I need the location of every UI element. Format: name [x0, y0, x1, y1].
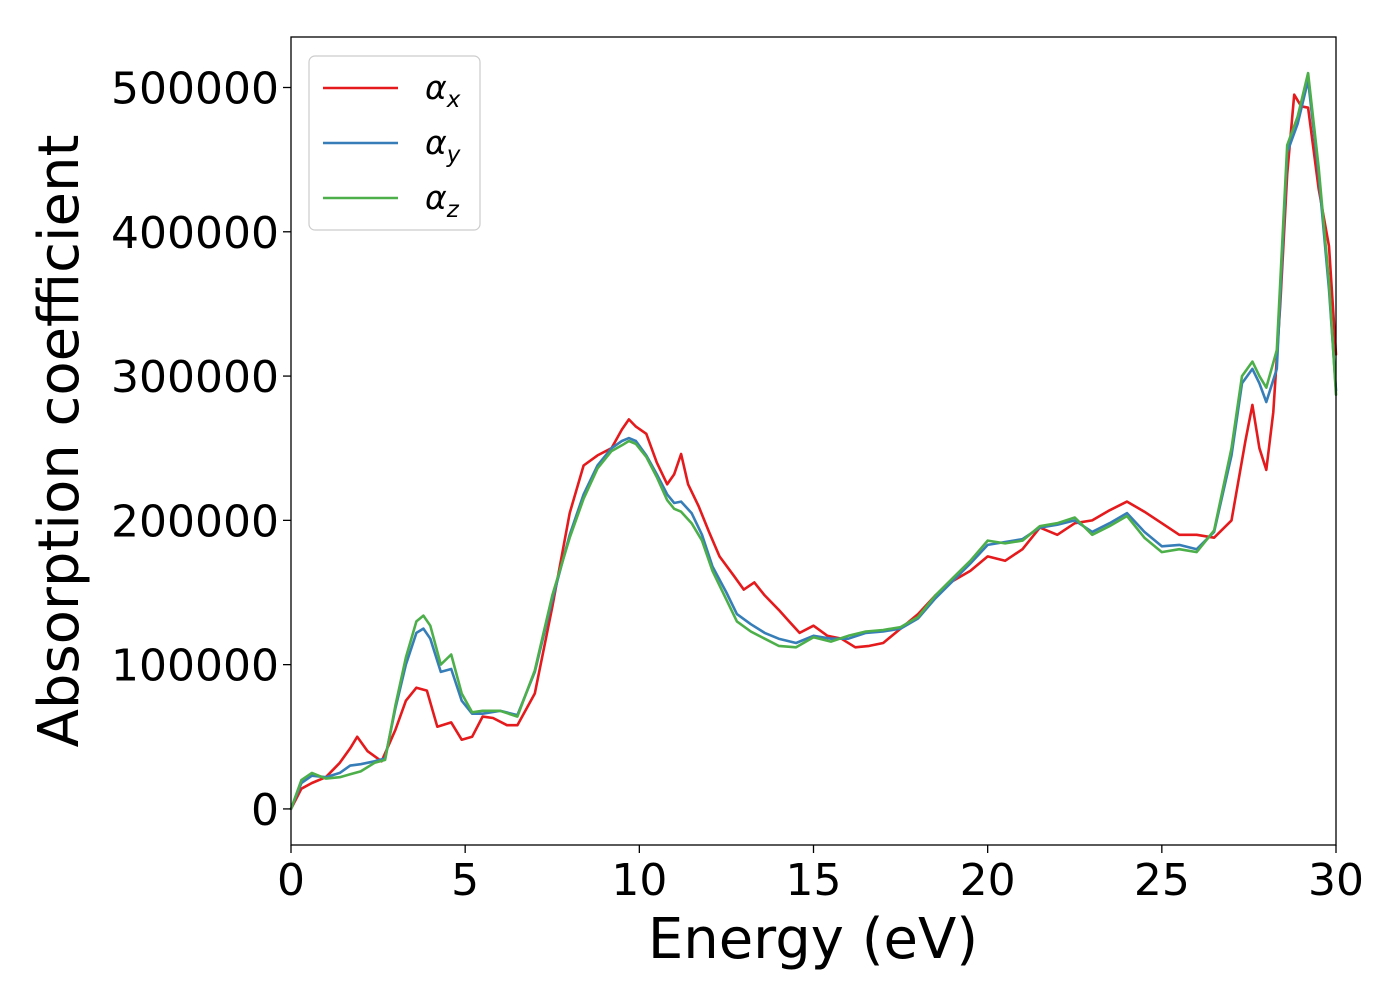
- x-axis-label: Energy (eV): [648, 907, 978, 972]
- legend-label-x: αx: [425, 68, 461, 113]
- x-axis-ticks: 0 5 10 15 20 25 30: [277, 845, 1364, 906]
- y-tick-label: 300000: [111, 352, 279, 403]
- series-line-x: [289, 93, 1338, 811]
- legend: αx αy αz: [308, 55, 481, 231]
- series-layer: [289, 71, 1338, 811]
- y-tick-label: 100000: [111, 641, 279, 692]
- series-line-z: [289, 71, 1338, 811]
- y-tick-label: 200000: [111, 496, 279, 547]
- x-tick-label: 5: [451, 855, 479, 906]
- y-axis-ticks: 0 100000 200000 300000 400000 500000: [111, 64, 291, 836]
- y-tick-label: 400000: [111, 208, 279, 259]
- y-axis-label: Absorption coefficient: [27, 135, 92, 748]
- x-tick-label: 15: [786, 855, 842, 906]
- x-tick-label: 0: [277, 855, 305, 906]
- y-tick-label: 0: [251, 785, 279, 836]
- legend-label-y: αy: [425, 123, 461, 168]
- x-tick-label: 20: [960, 855, 1016, 906]
- x-tick-label: 30: [1308, 855, 1364, 906]
- x-tick-label: 10: [611, 855, 667, 906]
- y-tick-label: 500000: [111, 64, 279, 115]
- legend-label-z: αz: [425, 178, 460, 223]
- series-line-y: [289, 79, 1338, 811]
- x-tick-label: 25: [1134, 855, 1190, 906]
